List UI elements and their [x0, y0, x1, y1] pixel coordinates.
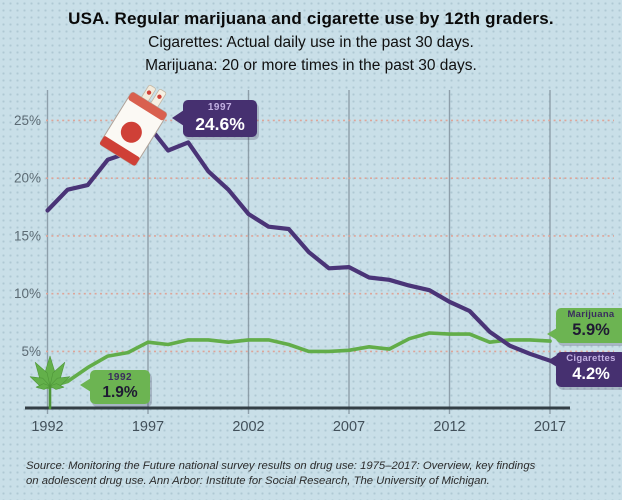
cigarette-pack-icon — [99, 84, 168, 166]
marijuana-leaf-icon — [29, 355, 71, 410]
x-tick-label: 2017 — [534, 419, 566, 435]
callout-arrow — [547, 327, 557, 340]
callout-arrow — [80, 378, 91, 392]
callout-cigarettes-end: Cigarettes 4.2% — [547, 352, 622, 387]
y-tick-label: 10% — [14, 286, 41, 301]
callout-label: Marijuana — [567, 309, 615, 320]
y-tick-label: 15% — [14, 228, 41, 243]
callout-arrow — [547, 355, 557, 367]
x-tick-label: 2002 — [232, 419, 264, 435]
page-title: USA. Regular marijuana and cigarette use… — [68, 9, 554, 28]
x-tick-label: 2012 — [433, 419, 465, 435]
callout-marijuana-end: Marijuana 5.9% — [547, 308, 622, 343]
source-note: Source: Monitoring the Future national s… — [26, 459, 611, 489]
y-tick-label: 20% — [14, 171, 41, 186]
callout-year: 1997 — [207, 102, 233, 113]
callout-value: 24.6% — [195, 113, 245, 134]
callout-value: 1.9% — [102, 383, 138, 401]
source-line-1: Source: Monitoring the Future national s… — [26, 460, 536, 472]
callout-value: 5.9% — [572, 320, 610, 339]
x-tick-label: 1992 — [31, 419, 63, 435]
callout-cigarettes-peak: 1997 24.6% — [172, 100, 257, 137]
callout-marijuana-start: 1992 1.9% — [80, 370, 150, 405]
callout-arrow — [172, 110, 184, 126]
source-line-2: on adolescent drug use. Ann Arbor: Insti… — [26, 475, 490, 488]
x-tick-label: 2007 — [333, 419, 365, 435]
chart-header: USA. Regular marijuana and cigarette use… — [0, 0, 622, 77]
callout-value: 4.2% — [572, 364, 610, 383]
subtitle-cigarettes: Cigarettes: Actual daily use in the past… — [148, 33, 474, 51]
y-tick-label: 25% — [14, 113, 41, 128]
subtitle-marijuana: Marijuana: 20 or more times in the past … — [145, 57, 477, 75]
x-tick-label: 1997 — [132, 419, 164, 435]
callout-label: Cigarettes — [566, 353, 616, 364]
callout-year: 1992 — [107, 372, 133, 383]
